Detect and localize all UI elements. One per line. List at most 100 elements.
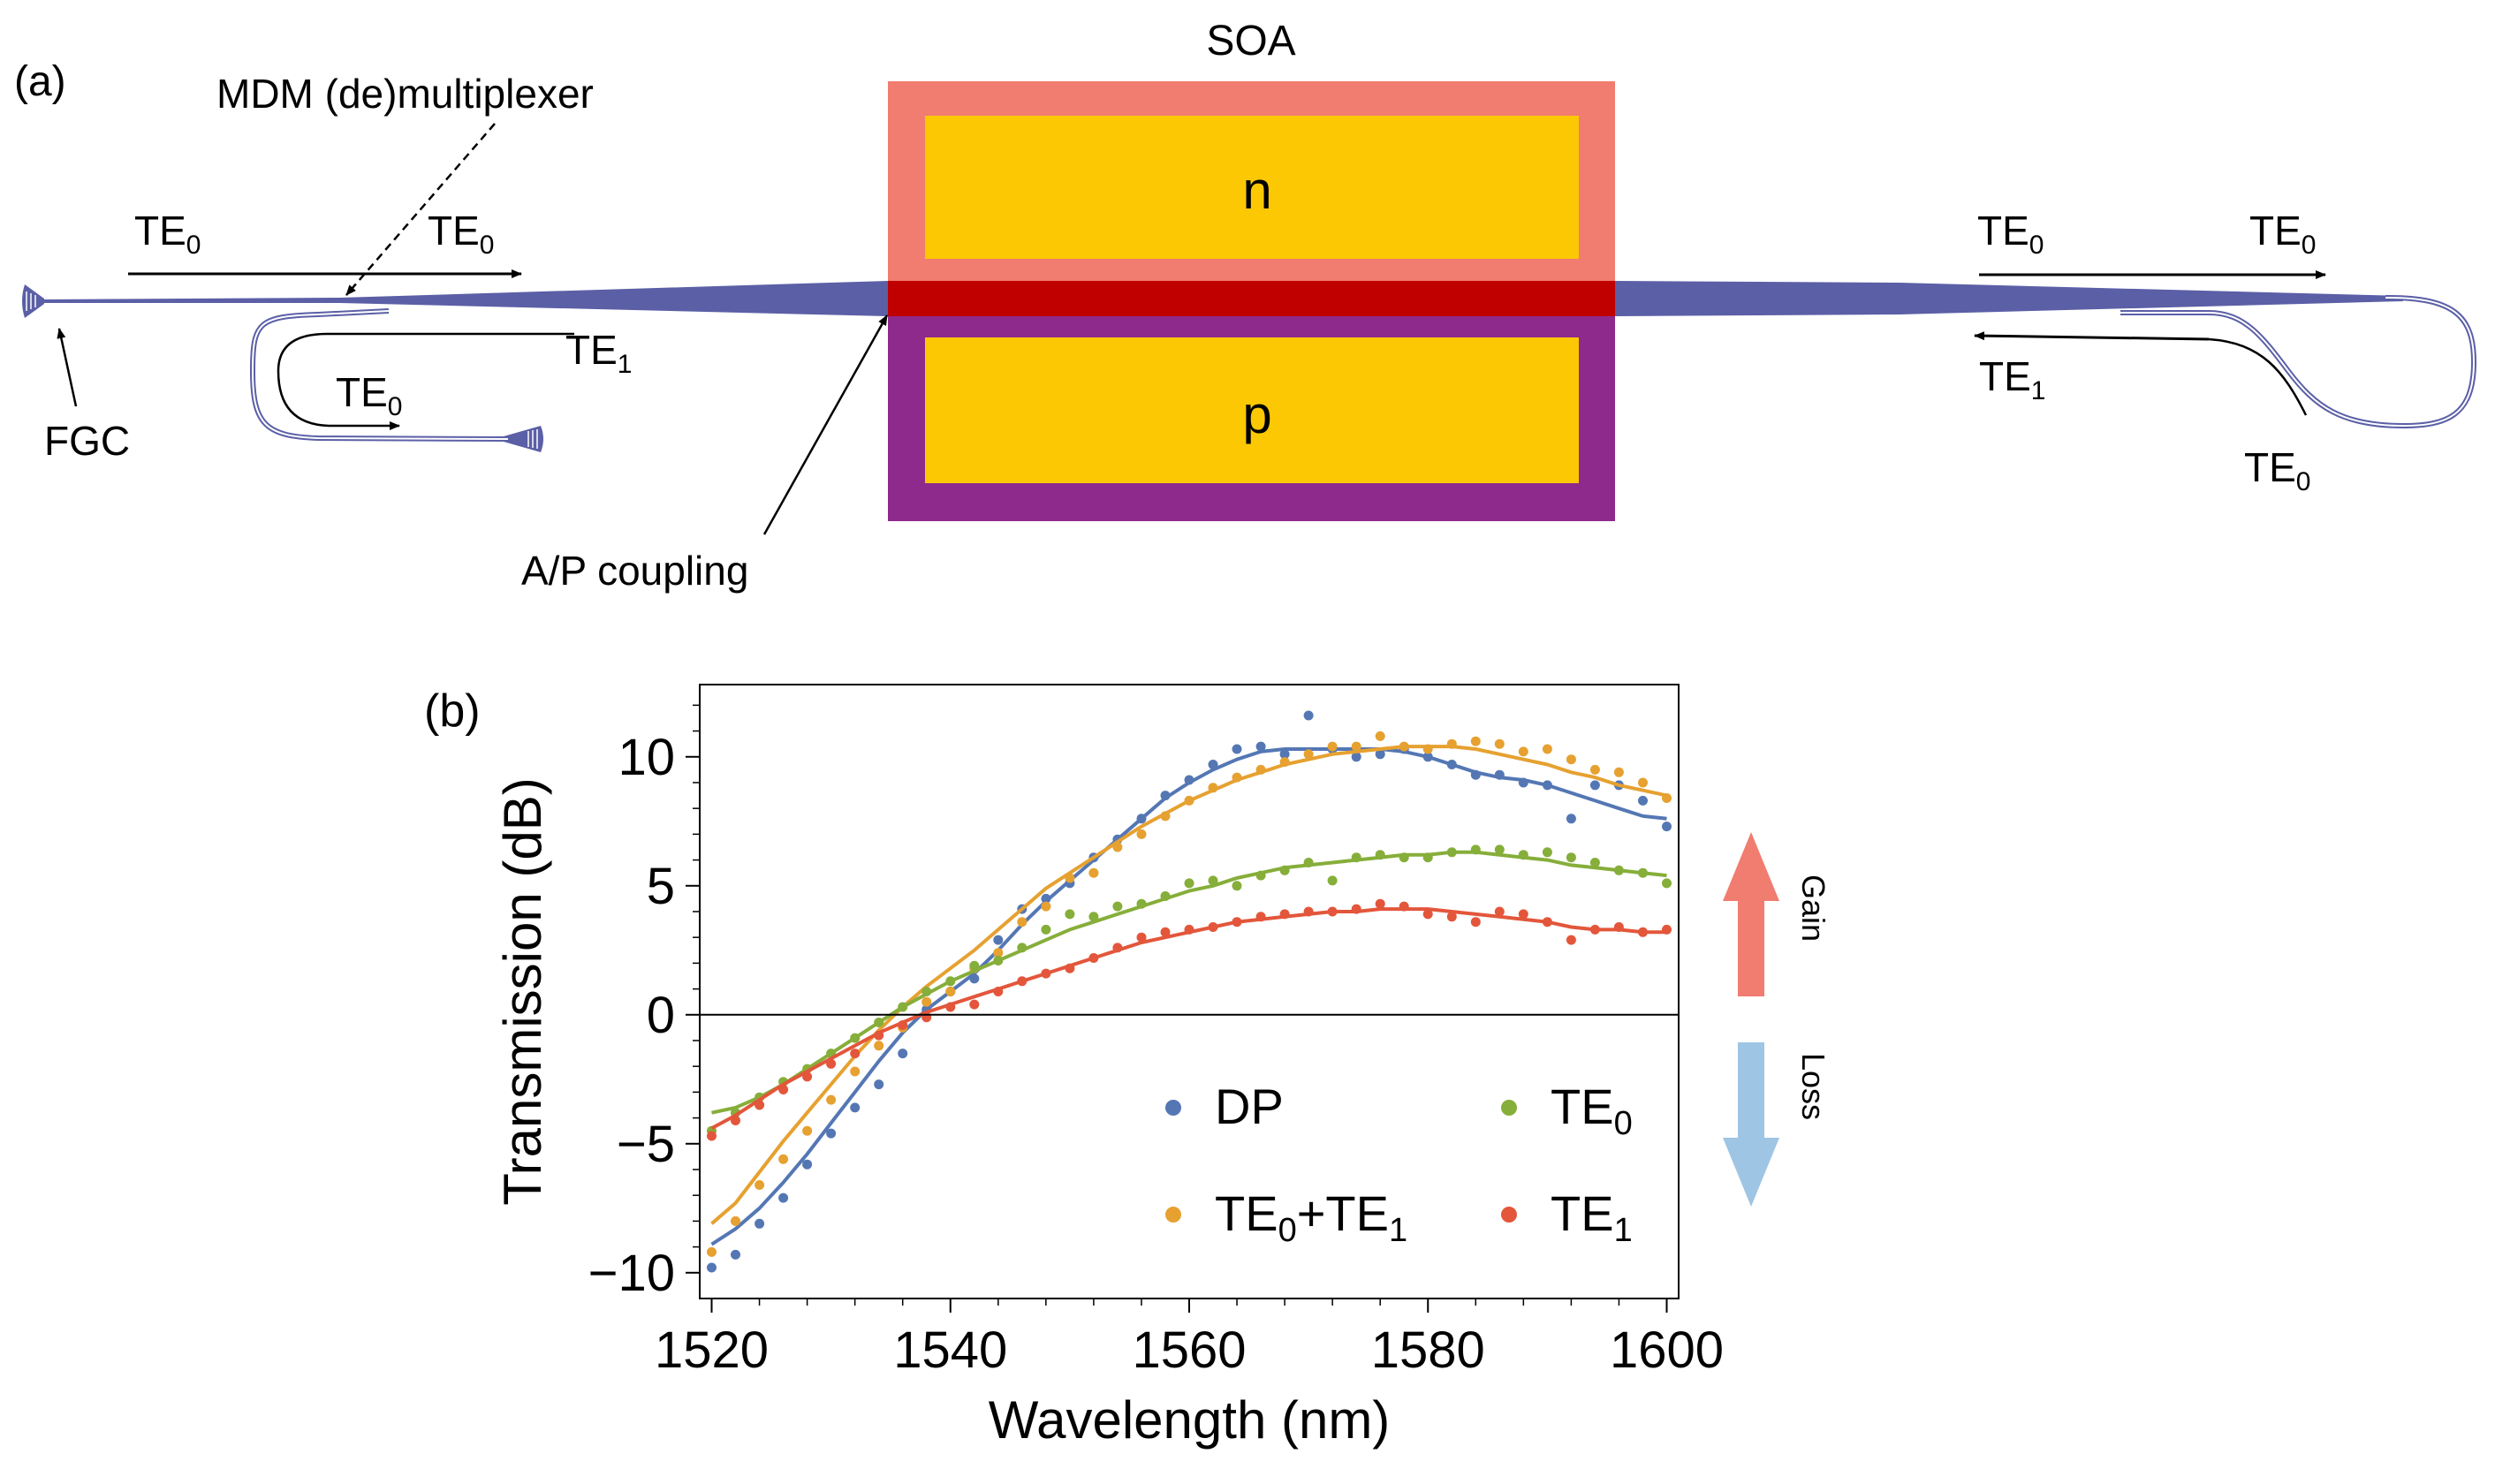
x-tick-label: 1540 bbox=[893, 1321, 1007, 1379]
data-point bbox=[874, 1041, 884, 1051]
data-point bbox=[1542, 917, 1552, 928]
data-point bbox=[1279, 909, 1290, 920]
data-point bbox=[1088, 912, 1099, 922]
panel-a: (a) SOA n p bbox=[14, 18, 2477, 594]
data-point bbox=[1041, 924, 1051, 935]
data-point bbox=[1208, 875, 1218, 886]
y-tick-label: 10 bbox=[618, 729, 675, 786]
data-point bbox=[1422, 852, 1433, 863]
gain-arrow bbox=[1723, 832, 1779, 996]
data-point bbox=[1088, 953, 1099, 963]
data-point bbox=[993, 987, 1004, 996]
data-point bbox=[778, 1154, 789, 1164]
data-point bbox=[1399, 852, 1409, 863]
data-point bbox=[945, 1002, 956, 1012]
data-point bbox=[1446, 760, 1457, 769]
fgc-pointer bbox=[57, 328, 78, 407]
data-point bbox=[1422, 909, 1433, 920]
data-point bbox=[1662, 878, 1672, 889]
data-point bbox=[1494, 844, 1505, 855]
data-point bbox=[1446, 847, 1457, 858]
data-point bbox=[826, 1058, 837, 1069]
x-tick-label: 1520 bbox=[655, 1321, 769, 1379]
series-te0 bbox=[707, 844, 1672, 1136]
data-point bbox=[993, 956, 1004, 965]
gain-loss-indicator: Gain Loss bbox=[1723, 832, 1831, 1207]
data-point bbox=[1638, 795, 1648, 806]
data-point bbox=[731, 1249, 740, 1260]
svg-text:TE1: TE1 bbox=[565, 327, 632, 379]
legend-marker-te0-te1 bbox=[1165, 1207, 1181, 1223]
data-point bbox=[1470, 736, 1481, 746]
soa-active-region bbox=[888, 281, 1615, 316]
data-point bbox=[1662, 793, 1672, 803]
data-point bbox=[1303, 749, 1314, 760]
data-point bbox=[1136, 898, 1147, 909]
data-point bbox=[874, 1018, 884, 1027]
data-point bbox=[1208, 783, 1218, 793]
data-point bbox=[1638, 777, 1648, 788]
data-point bbox=[1566, 852, 1576, 863]
fit-curve bbox=[710, 745, 1667, 1225]
svg-text:TE0: TE0 bbox=[134, 208, 201, 260]
data-point bbox=[1470, 769, 1481, 780]
legend-label-dp: DP bbox=[1215, 1079, 1284, 1134]
fit-curve bbox=[711, 850, 1667, 1115]
data-point bbox=[969, 999, 980, 1010]
data-point bbox=[1422, 752, 1433, 762]
data-point bbox=[1589, 764, 1600, 775]
y-tick-label: −10 bbox=[588, 1245, 675, 1302]
data-point bbox=[850, 1066, 861, 1077]
y-axis-label: Transmission (dB) bbox=[493, 777, 552, 1206]
legend-item-te0: TE0 bbox=[1501, 1079, 1633, 1142]
data-point bbox=[778, 1085, 789, 1094]
svg-text:TE0: TE0 bbox=[2244, 444, 2310, 496]
x-tick-label: 1580 bbox=[1371, 1321, 1485, 1379]
data-point bbox=[1255, 870, 1266, 881]
fgc-grating-bottom bbox=[527, 429, 538, 449]
ap-coupling-label: A/P coupling bbox=[521, 548, 748, 594]
data-point bbox=[1638, 867, 1648, 878]
mode-arrows bbox=[128, 269, 2326, 430]
data-point bbox=[802, 1159, 813, 1170]
data-point bbox=[1542, 847, 1552, 858]
chart: 1520 1540 1560 1580 1600 −10 −5 0 5 10 Wavelength… bbox=[493, 684, 1724, 1450]
legend-marker-te0 bbox=[1501, 1100, 1517, 1116]
data-point bbox=[874, 1030, 884, 1041]
data-point bbox=[1279, 865, 1290, 875]
data-point bbox=[1375, 850, 1385, 860]
fgc-left bbox=[22, 284, 44, 318]
data-point bbox=[802, 1125, 813, 1136]
data-point bbox=[969, 960, 980, 971]
svg-text:TE0: TE0 bbox=[336, 369, 402, 421]
x-axis-label: Wavelength (nm) bbox=[989, 1390, 1391, 1450]
data-point bbox=[1518, 777, 1528, 788]
data-point bbox=[1208, 760, 1218, 769]
data-point bbox=[1136, 829, 1147, 839]
legend-item-te0-te1: TE0+TE1 bbox=[1165, 1185, 1407, 1249]
data-point bbox=[921, 987, 932, 996]
right-loop-waveguide bbox=[2120, 294, 2477, 429]
right-loop-inner bbox=[2120, 296, 2476, 428]
data-point bbox=[1518, 850, 1528, 860]
data-point bbox=[1327, 906, 1338, 917]
data-point bbox=[1112, 842, 1123, 852]
data-point bbox=[826, 1094, 837, 1105]
panel-b: (b) 1520 1540 1560 1580 1600 −10 −5 0 5 10 Wavele… bbox=[424, 684, 1831, 1450]
data-point bbox=[850, 1102, 861, 1113]
data-point bbox=[1112, 943, 1123, 953]
left-loop-inner bbox=[251, 310, 509, 440]
data-point bbox=[802, 1071, 813, 1082]
data-point bbox=[1065, 873, 1075, 883]
data-point bbox=[1160, 891, 1171, 901]
series-te0-te1 bbox=[707, 731, 1672, 1257]
data-point bbox=[1470, 844, 1481, 855]
data-point bbox=[755, 1180, 765, 1190]
n-contact-pad bbox=[925, 116, 1579, 259]
data-point bbox=[1017, 943, 1028, 953]
series-layer bbox=[707, 710, 1672, 1273]
data-point bbox=[1255, 741, 1266, 752]
data-point bbox=[1638, 927, 1648, 937]
data-point bbox=[1112, 901, 1123, 912]
